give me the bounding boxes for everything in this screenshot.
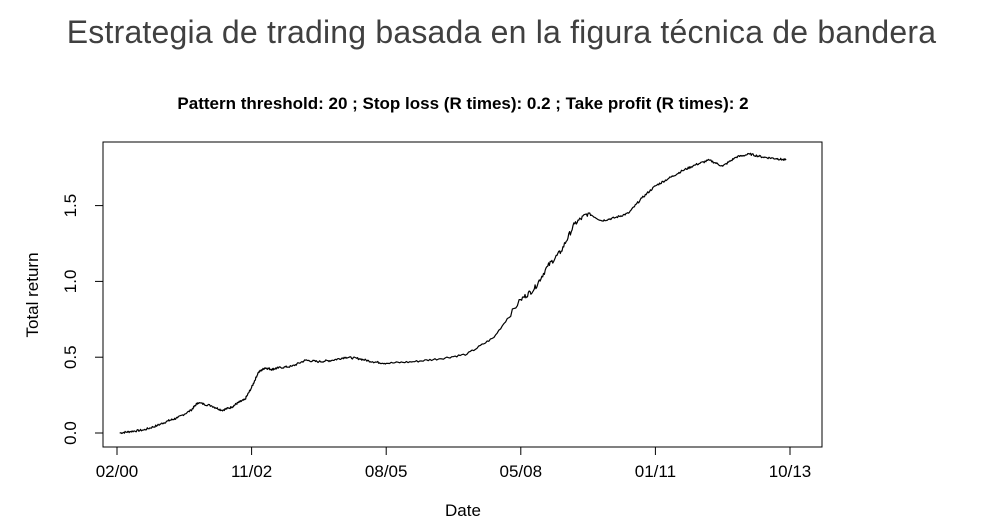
y-tick-label: 1.0 bbox=[61, 270, 80, 294]
x-axis: 02/00 11/02 08/05 05/08 01/11 10/13 bbox=[96, 446, 812, 481]
y-tick-label: 0.0 bbox=[61, 421, 80, 445]
x-tick-label: 11/02 bbox=[231, 462, 272, 481]
y-axis: 0.0 0.5 1.0 1.5 bbox=[61, 194, 104, 445]
series-line-total-return bbox=[119, 152, 787, 435]
y-axis-label: Total return bbox=[23, 252, 42, 337]
slide-title: Estrategia de trading basada en la figur… bbox=[66, 14, 937, 50]
x-tick-label: 02/00 bbox=[96, 462, 139, 481]
y-tick-label: 1.5 bbox=[61, 194, 80, 218]
x-tick-label: 01/11 bbox=[635, 462, 676, 481]
plot-frame bbox=[102, 141, 823, 448]
chart-title: Pattern threshold: 20 ; Stop loss (R tim… bbox=[177, 94, 748, 113]
x-tick-label: 10/13 bbox=[769, 462, 812, 481]
x-axis-label: Date bbox=[445, 501, 481, 520]
x-tick-label: 05/08 bbox=[500, 462, 543, 481]
y-tick-label: 0.5 bbox=[61, 345, 80, 369]
x-tick-label: 08/05 bbox=[365, 462, 408, 481]
